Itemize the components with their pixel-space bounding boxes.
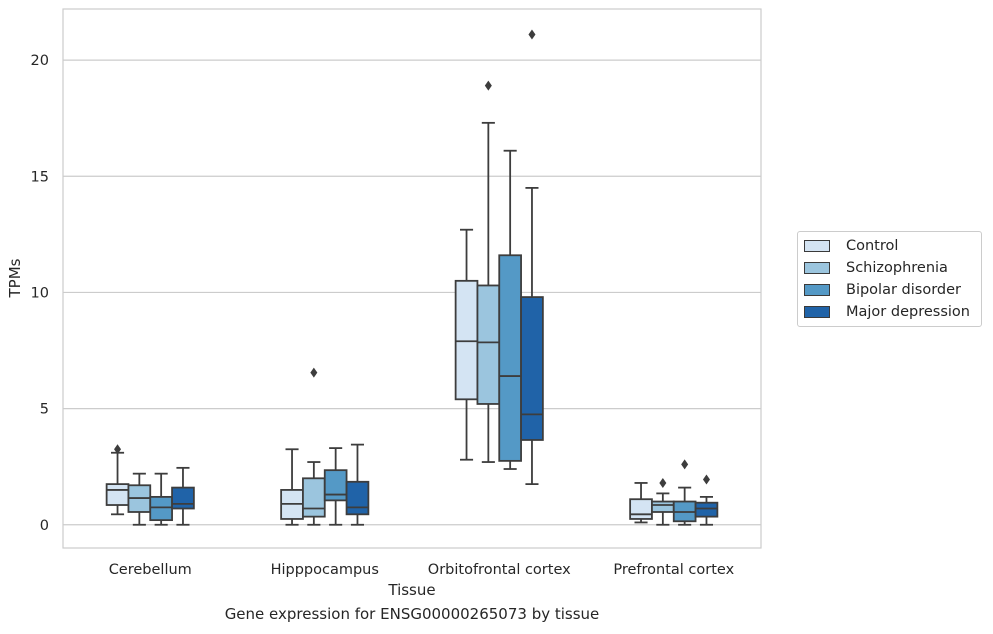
- box-plot-series: [105, 29, 719, 526]
- box-group: [672, 459, 697, 526]
- y-tick-label: 10: [31, 285, 49, 301]
- outlier-point: [310, 367, 318, 378]
- x-tick-label: Hipppocampus: [271, 562, 379, 578]
- legend-swatch-schizophrenia: [804, 262, 830, 274]
- outlier-point: [681, 459, 689, 470]
- box: [302, 477, 326, 518]
- x-axis-tick-labels: Cerebellum Hipppocampus Orbitofrontal cort…: [109, 562, 735, 578]
- box-group: [323, 447, 348, 526]
- box-group: [345, 443, 370, 526]
- legend-label-control: Control: [846, 238, 899, 254]
- figure-caption: Gene expression for ENSG00000265073 by t…: [224, 605, 600, 623]
- box-group: [454, 228, 479, 461]
- legend-label-bipolar-disorder: Bipolar disorder: [846, 282, 961, 298]
- legend-swatch-major-depression: [804, 306, 830, 318]
- legend: Control Schizophrenia Bipolar disorder M…: [797, 231, 982, 327]
- box: [629, 498, 653, 520]
- box: [651, 500, 675, 513]
- x-tick-label: Orbitofrontal cortex: [428, 562, 571, 578]
- outlier-point: [659, 477, 667, 488]
- x-tick-label: Prefrontal cortex: [613, 562, 734, 578]
- legend-swatch-control: [804, 240, 830, 252]
- box: [520, 296, 544, 441]
- box: [498, 254, 522, 462]
- x-axis-label: Tissue: [387, 581, 435, 599]
- box-group: [105, 444, 130, 516]
- box: [105, 483, 130, 506]
- box: [454, 279, 479, 401]
- legend-item-bipolar-disorder: Bipolar disorder: [804, 280, 961, 300]
- plot-frame: [62, 8, 762, 549]
- box-group: [127, 472, 152, 526]
- box-group: [149, 472, 173, 526]
- box-group: [694, 474, 719, 526]
- outlier-point: [114, 444, 122, 455]
- outlier-point: [484, 80, 492, 91]
- grid-lines: [63, 59, 761, 526]
- box: [149, 495, 173, 522]
- outlier-point: [528, 29, 536, 40]
- box: [345, 480, 370, 516]
- box-group: [520, 29, 544, 486]
- box-group: [171, 466, 195, 526]
- y-tick-label: 15: [31, 169, 49, 185]
- y-axis-tick-labels: 0 5 10 15 20: [31, 53, 49, 534]
- box: [323, 469, 348, 502]
- box-group: [280, 448, 304, 526]
- legend-item-schizophrenia: Schizophrenia: [804, 258, 948, 278]
- box-group: [651, 477, 675, 526]
- y-tick-label: 0: [40, 518, 49, 534]
- box-group: [498, 149, 522, 470]
- x-tick-label: Cerebellum: [109, 562, 192, 578]
- box: [694, 501, 719, 518]
- legend-label-schizophrenia: Schizophrenia: [846, 260, 948, 276]
- legend-label-major-depression: Major depression: [846, 304, 970, 320]
- y-tick-label: 20: [31, 53, 49, 69]
- box: [171, 486, 195, 510]
- box-group: [629, 482, 653, 524]
- legend-item-control: Control: [804, 236, 898, 256]
- legend-item-major-depression: Major depression: [804, 302, 970, 322]
- y-tick-label: 5: [40, 402, 49, 418]
- y-axis-label: TPMs: [6, 258, 24, 298]
- box: [476, 284, 501, 405]
- legend-swatch-bipolar-disorder: [804, 284, 830, 296]
- outlier-point: [702, 474, 710, 485]
- box-group: [476, 80, 501, 463]
- box-group: [302, 367, 326, 526]
